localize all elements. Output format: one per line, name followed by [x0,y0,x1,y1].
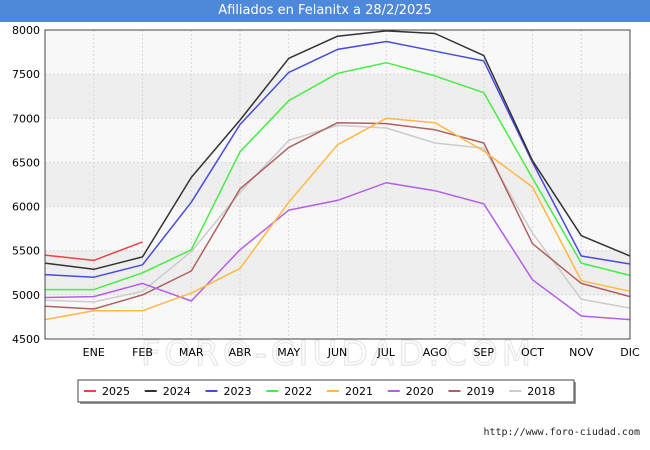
legend-box [77,379,575,403]
legend-label-2024: 2024 [163,385,191,398]
x-tick-label: JUL [377,346,396,359]
x-tick-label: FEB [132,346,153,359]
series-line-2025 [44,241,143,262]
y-tick-label: 6500 [12,156,40,169]
x-tick-label: ENE [83,346,105,359]
x-tick-label: ABR [229,346,252,359]
legend-label-2020: 2020 [406,385,434,398]
y-tick-label: 4500 [12,333,40,346]
x-tick-label: NOV [569,346,594,359]
series-line-2023 [44,40,631,278]
y-tick-label: 7500 [12,68,40,81]
x-tick-label: JUN [327,346,348,359]
plot-border [44,29,631,340]
x-tick-label: AGO [423,346,448,359]
series-line-2021 [44,117,631,321]
legend: 2025 2024 2023 2022 2021 2020 2019 2018 [77,379,575,403]
grid-band [45,250,630,295]
y-tick-label: 5500 [12,245,40,258]
series-line-2019 [44,121,631,310]
x-tick-label: MAR [179,346,204,359]
y-tick-label: 7000 [12,112,40,125]
y-tick-label: 8000 [12,24,40,37]
legend-label-2021: 2021 [345,385,373,398]
series-line-2020 [44,181,631,321]
source-url[interactable]: http://www.foro-ciudad.com [483,427,640,438]
x-tick-label: DIC [620,346,640,359]
legend-label-2019: 2019 [467,385,495,398]
x-tick-label: SEP [473,346,494,359]
legend-label-2023: 2023 [224,385,252,398]
chart-title: Afiliados en Felanitx a 28/2/2025 [0,0,650,22]
legend-label-2018: 2018 [527,385,555,398]
x-tick-label: MAY [277,346,300,359]
watermark: FORO-CIUDAD.COM [141,334,535,374]
y-tick-label: 5000 [12,289,40,302]
legend-label-2022: 2022 [284,385,312,398]
series-line-2018 [44,124,631,309]
legend-label-2025: 2025 [102,385,130,398]
series-line-2022 [45,61,631,291]
series-line-2024 [44,30,631,271]
y-tick-label: 6000 [12,201,40,214]
x-tick-label: OCT [521,346,544,359]
